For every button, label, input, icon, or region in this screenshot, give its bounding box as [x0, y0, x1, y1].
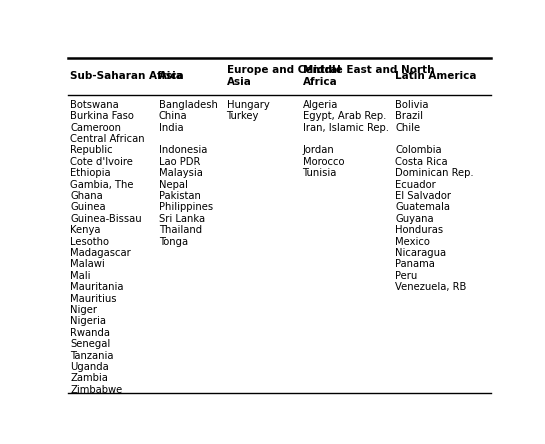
Text: Madagascar: Madagascar — [70, 248, 131, 258]
Text: Jordan: Jordan — [302, 146, 334, 155]
Text: Indonesia: Indonesia — [159, 146, 207, 155]
Text: Zambia: Zambia — [70, 373, 108, 384]
Text: Bangladesh: Bangladesh — [159, 100, 218, 110]
Text: Latin America: Latin America — [396, 71, 477, 81]
Text: Malaysia: Malaysia — [159, 168, 203, 178]
Text: Senegal: Senegal — [70, 339, 111, 349]
Text: Ghana: Ghana — [70, 191, 103, 201]
Text: Egypt, Arab Rep.: Egypt, Arab Rep. — [302, 111, 386, 121]
Text: Colombia: Colombia — [396, 146, 442, 155]
Text: Brazil: Brazil — [396, 111, 423, 121]
Text: Nicaragua: Nicaragua — [396, 248, 446, 258]
Text: Peru: Peru — [396, 271, 417, 281]
Text: Pakistan: Pakistan — [159, 191, 201, 201]
Text: Philippines: Philippines — [159, 202, 213, 213]
Text: Nigeria: Nigeria — [70, 317, 106, 326]
Text: Venezuela, RB: Venezuela, RB — [396, 282, 467, 292]
Text: Malawi: Malawi — [70, 259, 105, 270]
Text: Ethiopia: Ethiopia — [70, 168, 111, 178]
Text: Cameroon: Cameroon — [70, 123, 121, 133]
Text: Mali: Mali — [70, 271, 90, 281]
Text: Central African: Central African — [70, 134, 145, 144]
Text: Mauritius: Mauritius — [70, 293, 117, 304]
Text: Sri Lanka: Sri Lanka — [159, 214, 205, 224]
Text: Honduras: Honduras — [396, 225, 444, 235]
Text: Guinea: Guinea — [70, 202, 106, 213]
Text: Rwanda: Rwanda — [70, 328, 110, 338]
Text: Panama: Panama — [396, 259, 435, 270]
Text: India: India — [159, 123, 184, 133]
Text: Mexico: Mexico — [396, 237, 431, 247]
Text: Burkina Faso: Burkina Faso — [70, 111, 134, 121]
Text: Lao PDR: Lao PDR — [159, 157, 201, 167]
Text: Tanzania: Tanzania — [70, 351, 114, 361]
Text: Asia: Asia — [159, 71, 184, 81]
Text: Chile: Chile — [396, 123, 421, 133]
Text: Sub-Saharan Africa: Sub-Saharan Africa — [70, 71, 184, 81]
Text: El Salvador: El Salvador — [396, 191, 451, 201]
Text: Turkey: Turkey — [227, 111, 259, 121]
Text: Tunisia: Tunisia — [302, 168, 337, 178]
Text: Europe and Central
Asia: Europe and Central Asia — [227, 65, 340, 87]
Text: Middle East and North
Africa: Middle East and North Africa — [302, 65, 434, 87]
Text: Tonga: Tonga — [159, 237, 188, 247]
Text: Republic: Republic — [70, 146, 113, 155]
Text: Gambia, The: Gambia, The — [70, 180, 134, 190]
Text: Thailand: Thailand — [159, 225, 202, 235]
Text: Nepal: Nepal — [159, 180, 188, 190]
Text: Morocco: Morocco — [302, 157, 344, 167]
Text: Cote d'Ivoire: Cote d'Ivoire — [70, 157, 133, 167]
Text: Kenya: Kenya — [70, 225, 101, 235]
Text: Mauritania: Mauritania — [70, 282, 124, 292]
Text: Algeria: Algeria — [302, 100, 338, 110]
Text: Bolivia: Bolivia — [396, 100, 429, 110]
Text: Iran, Islamic Rep.: Iran, Islamic Rep. — [302, 123, 389, 133]
Text: China: China — [159, 111, 187, 121]
Text: Costa Rica: Costa Rica — [396, 157, 448, 167]
Text: Guinea-Bissau: Guinea-Bissau — [70, 214, 142, 224]
Text: Niger: Niger — [70, 305, 97, 315]
Text: Guatemala: Guatemala — [396, 202, 451, 213]
Text: Hungary: Hungary — [227, 100, 269, 110]
Text: Ecuador: Ecuador — [396, 180, 436, 190]
Text: Guyana: Guyana — [396, 214, 434, 224]
Text: Zimbabwe: Zimbabwe — [70, 385, 123, 395]
Text: Dominican Rep.: Dominican Rep. — [396, 168, 474, 178]
Text: Uganda: Uganda — [70, 362, 109, 372]
Text: Lesotho: Lesotho — [70, 237, 109, 247]
Text: Botswana: Botswana — [70, 100, 119, 110]
